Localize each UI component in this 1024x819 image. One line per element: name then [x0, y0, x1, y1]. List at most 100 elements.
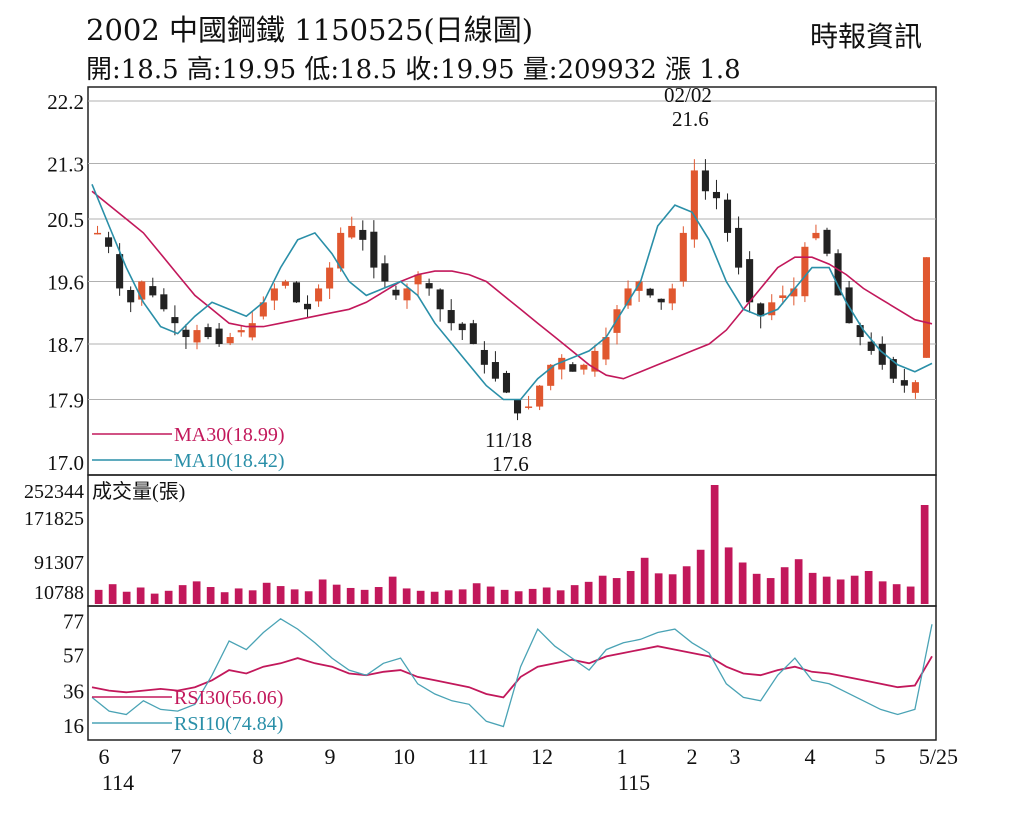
volume-bar — [780, 567, 789, 604]
candle-body — [193, 330, 201, 343]
volume-bar — [696, 549, 705, 604]
annotation-low-value: 17.6 — [492, 452, 529, 476]
x-tick-label: 9 — [325, 744, 336, 769]
candle-body — [690, 170, 698, 240]
candle-body — [635, 281, 643, 291]
candle-body — [889, 359, 897, 379]
quote-line: 開:18.5 高:19.95 低:18.5 收:19.95 量:209932 漲… — [86, 55, 741, 85]
volume-bar — [136, 587, 145, 604]
candle-body — [536, 385, 544, 407]
volume-bar — [850, 575, 859, 604]
candle-body — [237, 330, 245, 333]
volume-bar — [318, 579, 327, 604]
rsi-line-0 — [91, 645, 933, 699]
volume-bar — [430, 591, 439, 604]
volume-bar — [920, 505, 929, 604]
volume-bar — [654, 573, 663, 604]
candle-body — [149, 286, 157, 296]
ma-line-0 — [91, 190, 933, 380]
ma-line-1 — [91, 183, 933, 401]
volume-bar — [752, 573, 761, 604]
volume-bar — [864, 570, 873, 604]
candle-body — [911, 382, 919, 393]
volume-bar — [822, 576, 831, 604]
candle-body — [480, 349, 488, 365]
x-tick-label: 12 — [531, 744, 553, 769]
ma30-legend-label: MA30(18.99) — [174, 424, 285, 446]
candle-body — [171, 317, 179, 324]
volume-bar — [514, 591, 523, 604]
volume-bar — [794, 559, 803, 604]
volume-bar — [612, 578, 621, 604]
candle-body — [381, 263, 389, 282]
x-tick-label: 4 — [805, 744, 816, 769]
rsi-panel-frame — [87, 605, 937, 741]
candle-body — [558, 357, 566, 370]
volume-bar — [108, 584, 117, 604]
candle-body — [105, 237, 113, 247]
volume-bar — [332, 584, 341, 604]
candle-body — [447, 310, 455, 324]
candle-body — [425, 283, 433, 289]
rsi-lines — [91, 618, 933, 728]
price-tick-label: 19.6 — [47, 271, 84, 295]
candle-body — [248, 323, 256, 338]
year-label: 114 — [102, 770, 134, 795]
rsi-tick-label: 16 — [63, 714, 84, 738]
candle-body — [547, 364, 555, 386]
volume-bar — [374, 587, 383, 604]
candle-body — [215, 328, 223, 344]
rsi-tick-label: 36 — [63, 680, 84, 704]
x-tick-label: 11 — [467, 744, 488, 769]
candle-body — [160, 294, 168, 310]
volume-bar — [304, 591, 313, 604]
candle-body — [270, 288, 278, 301]
rsi30-legend-label: RSI30(56.06) — [174, 687, 283, 709]
volume-bar — [262, 582, 271, 604]
candle-body — [668, 288, 676, 304]
volume-bar — [164, 590, 173, 604]
x-tick-label: 8 — [253, 744, 264, 769]
volume-bar — [248, 590, 257, 604]
volume-bar — [276, 586, 285, 604]
price-tick-label: 17.9 — [47, 389, 84, 413]
candle-body — [458, 323, 466, 331]
annotation-high-date: 02/02 — [664, 83, 712, 107]
volume-bar — [556, 590, 565, 604]
volume-bar — [500, 589, 509, 604]
candle-body — [513, 399, 522, 414]
volume-bar — [724, 547, 733, 604]
volume-bar — [892, 584, 901, 604]
candle-body — [790, 288, 798, 297]
volume-bar — [458, 589, 467, 604]
candle-body — [414, 274, 422, 285]
annotation-high-value: 21.6 — [672, 107, 709, 131]
volume-bar — [668, 574, 677, 604]
volume-bar — [220, 592, 229, 604]
candle-body — [646, 288, 654, 296]
volume-bar — [626, 570, 635, 604]
volume-bar — [682, 566, 691, 604]
candle-body — [569, 364, 577, 372]
candle-body — [292, 282, 301, 303]
volume-bar — [738, 562, 747, 604]
candle-body — [834, 253, 842, 296]
candle-body — [746, 259, 754, 303]
candle-body — [768, 302, 776, 316]
volume-bar — [94, 589, 103, 604]
volume-bar — [402, 588, 411, 604]
volume-bar — [206, 587, 215, 604]
price-tick-label: 17.0 — [47, 451, 84, 475]
candle-body — [712, 191, 721, 199]
volume-bar — [388, 576, 397, 604]
volume-bar — [150, 593, 159, 604]
x-tick-label: 2 — [687, 744, 698, 769]
candle-body — [580, 364, 588, 370]
chart-title: 2002 中國鋼鐵 1150525(日線圖) — [86, 13, 533, 47]
annotation-low-date: 11/18 — [485, 428, 532, 452]
candle-body — [226, 337, 234, 344]
price-tick-label: 20.5 — [47, 208, 84, 232]
volume-bar — [906, 586, 915, 604]
candle-body — [469, 323, 477, 344]
volume-bar — [598, 575, 607, 604]
